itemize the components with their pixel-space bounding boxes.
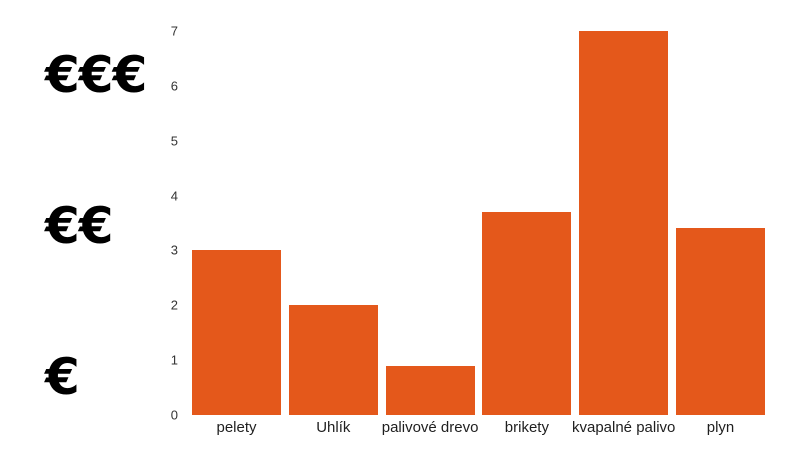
bar-brikety xyxy=(482,212,572,415)
bar-pelety xyxy=(192,250,281,415)
bar-plyn xyxy=(676,228,765,415)
y-tick-label-6: 6 xyxy=(170,78,178,94)
bar-palivové drevo xyxy=(385,365,475,415)
y-tick-label-4: 4 xyxy=(170,188,178,204)
cost-scale-high-label: €€€ xyxy=(45,46,147,104)
y-tick-label-2: 2 xyxy=(170,297,178,313)
x-tick-label-kvapalné palivo: kvapalné palivo xyxy=(571,419,676,436)
x-tick-label-plyn: plyn xyxy=(706,419,735,436)
cost-scale-medium-label: €€ xyxy=(45,197,114,255)
y-tick-label-7: 7 xyxy=(170,23,178,39)
y-axis: 0 1 2 3 4 5 6 7 xyxy=(0,0,178,450)
cost-scale-low-label: € xyxy=(45,348,80,406)
bar-kvapalné palivo xyxy=(579,30,669,415)
x-tick-label-brikety: brikety xyxy=(504,419,549,436)
y-tick-label-1: 1 xyxy=(170,352,178,368)
y-tick-label-0: 0 xyxy=(170,407,178,423)
y-tick-label-5: 5 xyxy=(170,133,178,149)
bar-Uhlík xyxy=(288,305,378,415)
x-tick-label-pelety: pelety xyxy=(216,419,257,436)
x-tick-label-palivové drevo: palivové drevo xyxy=(381,419,479,436)
x-tick-label-Uhlík: Uhlík xyxy=(316,419,351,436)
plot-area xyxy=(192,0,765,415)
y-tick-label-3: 3 xyxy=(170,242,178,258)
